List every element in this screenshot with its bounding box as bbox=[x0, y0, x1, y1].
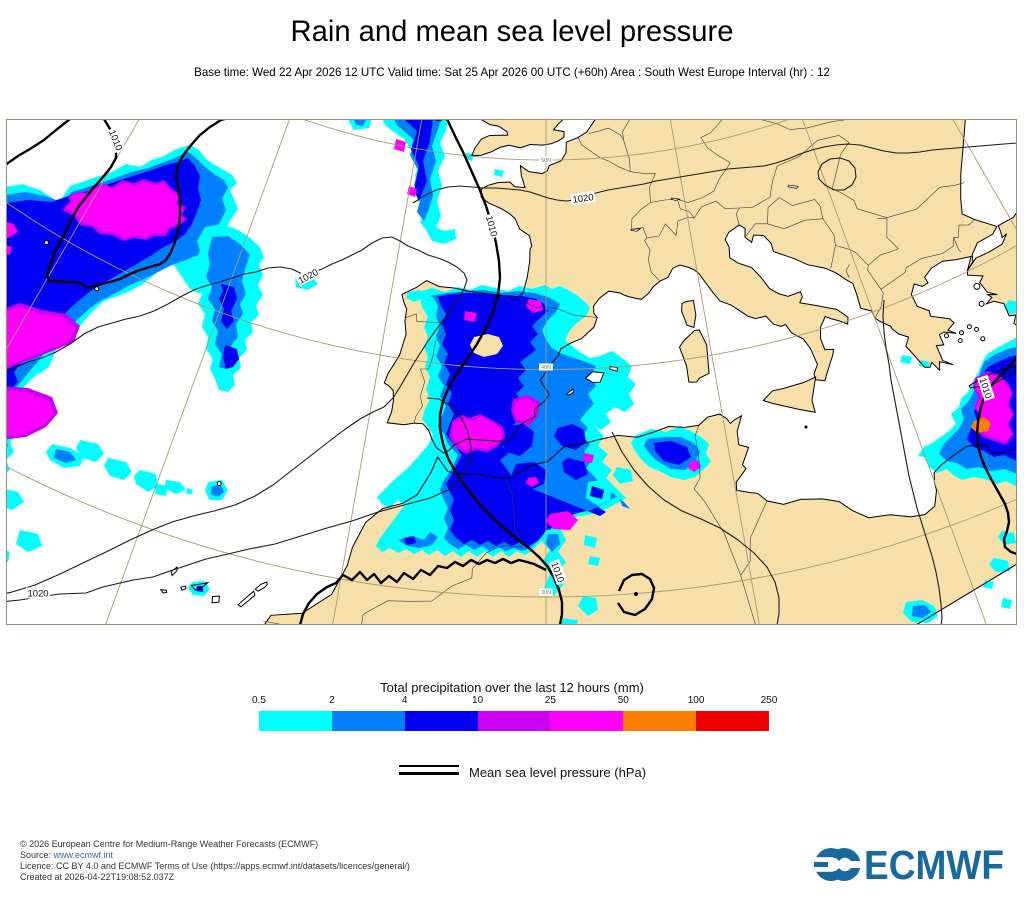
svg-text:1020: 1020 bbox=[572, 192, 594, 206]
svg-text:40N: 40N bbox=[541, 365, 551, 371]
svg-text:30N: 30N bbox=[541, 590, 551, 596]
svg-text:ECMWF: ECMWF bbox=[864, 843, 1004, 888]
svg-text:50N: 50N bbox=[541, 158, 551, 164]
svg-text:1010: 1010 bbox=[483, 215, 499, 238]
svg-text:1020: 1020 bbox=[27, 589, 48, 600]
